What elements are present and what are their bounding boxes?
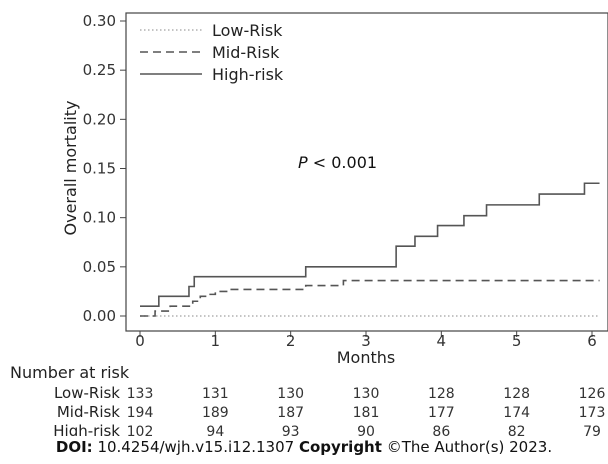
p-symbol: P bbox=[298, 153, 308, 172]
risk-cell: 130 bbox=[353, 386, 380, 402]
risk-cell: 194 bbox=[127, 405, 154, 421]
risk-cell: 126 bbox=[579, 386, 606, 402]
series-mid-risk-line bbox=[140, 279, 600, 317]
x-axis-title: Months bbox=[337, 348, 395, 367]
risk-cell: 131 bbox=[202, 386, 229, 402]
risk-cell: 177 bbox=[428, 405, 455, 421]
risk-cell: 173 bbox=[579, 405, 606, 421]
copyright-label: Copyright bbox=[298, 438, 382, 456]
risk-row-label: High-risk bbox=[53, 422, 120, 436]
x-tick-label: 6 bbox=[587, 332, 597, 350]
risk-cell: 102 bbox=[127, 424, 154, 436]
x-axis: 0 1 2 3 4 5 6 bbox=[135, 331, 597, 350]
legend-label-low-risk: Low-Risk bbox=[212, 21, 283, 40]
risk-cell: 128 bbox=[428, 386, 455, 402]
x-tick-label: 0 bbox=[135, 332, 145, 350]
y-tick-label: 0.10 bbox=[83, 209, 116, 227]
x-tick-label: 3 bbox=[361, 332, 371, 350]
y-tick-label: 0.30 bbox=[83, 12, 116, 30]
risk-cell: 128 bbox=[503, 386, 530, 402]
x-tick-label: 5 bbox=[512, 332, 522, 350]
risk-row-label: Low-Risk bbox=[54, 384, 120, 402]
risk-cell: 133 bbox=[127, 386, 154, 402]
x-tick-label: 1 bbox=[211, 332, 221, 350]
copyright-value: ©The Author(s) 2023. bbox=[381, 438, 553, 456]
y-tick-label: 0.15 bbox=[83, 160, 116, 178]
footer-citation: DOI: 10.4254/wjh.v15.i12.1307 Copyright … bbox=[0, 438, 608, 456]
risk-cell: 181 bbox=[353, 405, 380, 421]
risk-cell: 189 bbox=[202, 405, 229, 421]
plot-frame bbox=[125, 12, 608, 332]
risk-table-title: Number at risk bbox=[10, 363, 130, 382]
x-tick-label: 2 bbox=[286, 332, 296, 350]
legend-label-high-risk: High-risk bbox=[212, 65, 284, 84]
series-high-risk-line bbox=[140, 182, 600, 307]
legend: Low-Risk Mid-Risk High-risk bbox=[140, 21, 284, 84]
risk-cell: 187 bbox=[277, 405, 304, 421]
series-layer bbox=[140, 182, 600, 317]
risk-cell: 86 bbox=[432, 424, 450, 436]
y-tick-label: 0.20 bbox=[83, 110, 116, 128]
y-tick-label: 0.25 bbox=[83, 61, 116, 79]
risk-row-label: Mid-Risk bbox=[57, 403, 120, 421]
risk-cell: 130 bbox=[277, 386, 304, 402]
risk-cell: 174 bbox=[503, 405, 530, 421]
kaplan-meier-chart: 0.00 0.05 0.10 0.15 0.20 0.25 0.30 0 1 2 3 4 5 6 Ove… bbox=[10, 12, 608, 436]
y-tick-label: 0.05 bbox=[83, 258, 116, 276]
y-axis-title: Overall mortality bbox=[61, 101, 80, 236]
p-value-text: < 0.001 bbox=[313, 153, 377, 172]
doi-value: 10.4254/wjh.v15.i12.1307 bbox=[92, 438, 299, 456]
risk-cell: 82 bbox=[508, 424, 526, 436]
risk-cell: 93 bbox=[282, 424, 300, 436]
doi-label: DOI: bbox=[55, 438, 93, 456]
y-tick-label: 0.00 bbox=[83, 307, 116, 325]
risk-table: Low-Risk 133 131 130 130 128 128 126 Mid-Risk 194… bbox=[53, 384, 605, 436]
x-tick-label: 4 bbox=[437, 332, 447, 350]
legend-label-mid-risk: Mid-Risk bbox=[212, 43, 280, 62]
y-axis: 0.00 0.05 0.10 0.15 0.20 0.25 0.30 bbox=[83, 12, 126, 325]
risk-cell: 94 bbox=[206, 424, 224, 436]
p-value-annotation: P < 0.001 bbox=[298, 153, 377, 172]
risk-cell: 79 bbox=[583, 424, 601, 436]
risk-cell: 90 bbox=[357, 424, 375, 436]
